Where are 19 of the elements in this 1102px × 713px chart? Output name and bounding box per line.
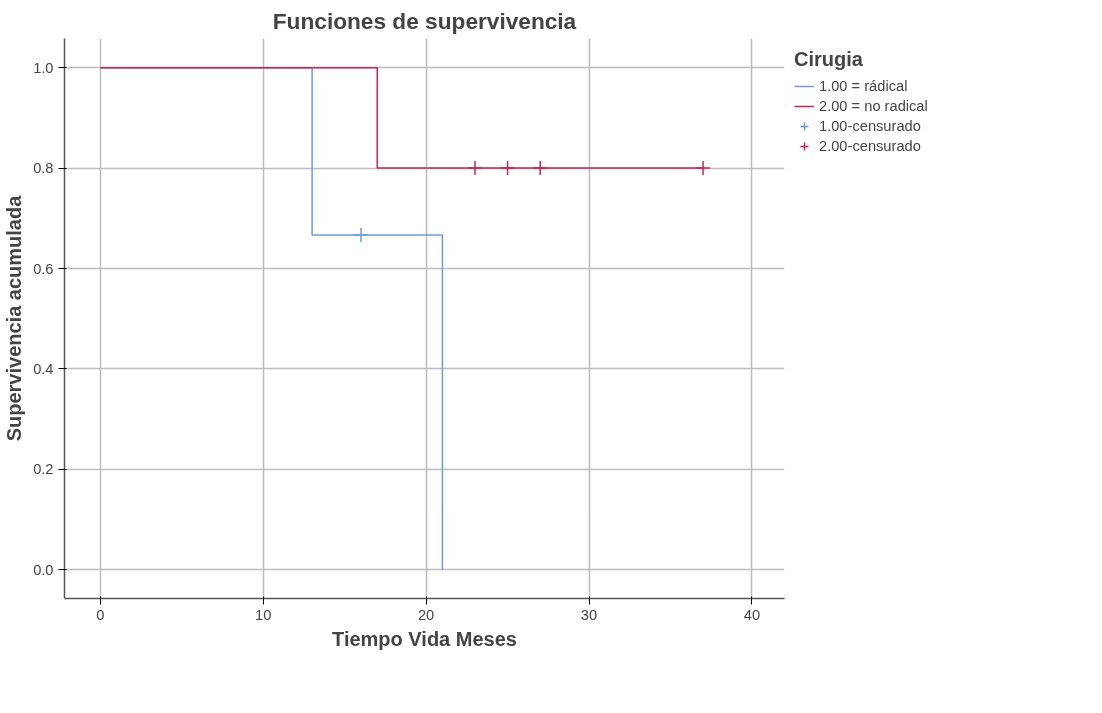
legend-label: 1.00-censurado [819, 118, 921, 134]
y-tick-label: 1.0 [33, 59, 54, 76]
x-tick-label: 40 [743, 606, 761, 623]
y-tick-label: 0.4 [33, 360, 54, 377]
x-axis-title: Tiempo Vida Meses [332, 627, 517, 650]
legend-label: 2.00-censurado [819, 138, 921, 154]
y-tick-label: 0.0 [33, 561, 54, 578]
legend-label: 1.00 = rádical [819, 78, 908, 94]
y-tick-label: 0.6 [33, 260, 54, 277]
chart-title: Funciones de supervivencia [272, 7, 577, 34]
y-tick-label: 0.8 [33, 160, 54, 177]
y-axis-title: Supervivencia acumulada [3, 194, 26, 442]
legend-label: 2.00 = no radical [819, 98, 928, 114]
x-tick-label: 10 [255, 606, 272, 623]
legend-title: Cirugia [794, 48, 864, 71]
y-tick-label: 0.2 [33, 461, 54, 478]
x-tick-label: 20 [417, 606, 435, 623]
x-tick-label: 0 [96, 606, 105, 623]
x-tick-label: 30 [580, 606, 598, 623]
